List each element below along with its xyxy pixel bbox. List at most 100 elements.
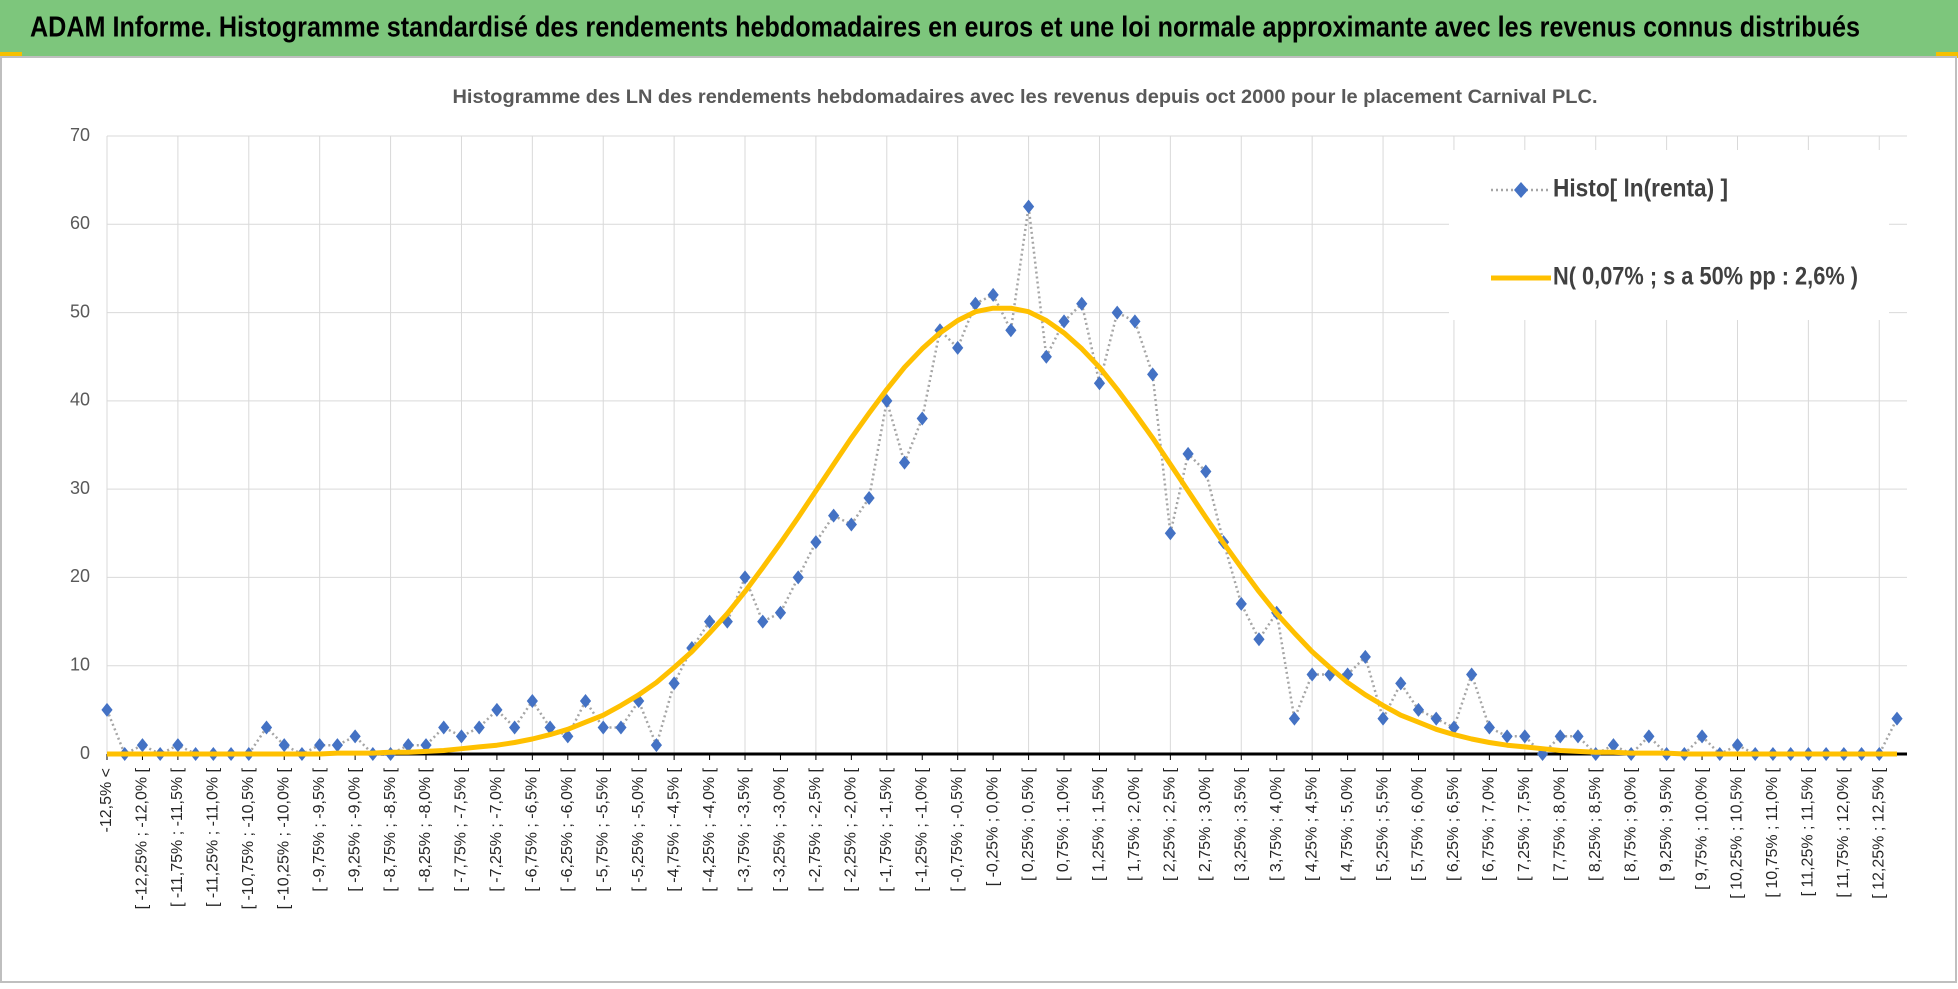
data-point: [597, 720, 609, 735]
x-tick-label: [ 8,75% ; 9,0% [: [1622, 767, 1639, 881]
y-tick-label: 40: [70, 390, 90, 410]
x-tick-label: [ 6,75% ; 7,0% [: [1481, 767, 1498, 881]
x-tick-label: [ -0,75% ; -0,5% [: [949, 767, 966, 891]
x-tick-label: [ -6,25% ; -6,0% [: [559, 767, 576, 891]
data-point: [721, 614, 733, 629]
data-point: [136, 738, 149, 753]
x-tick-label: [ 2,25% ; 2,5% [: [1162, 767, 1179, 881]
data-point: [774, 605, 787, 620]
x-tick-label: [ 10,25% ; 10,5% [: [1729, 767, 1746, 898]
data-point: [757, 614, 769, 629]
data-point: [1430, 711, 1442, 726]
x-tick-label: [ -4,25% ; -4,0% [: [701, 767, 718, 891]
y-tick-label: 20: [70, 566, 90, 586]
x-tick-label: [ -8,75% ; -8,5% [: [382, 767, 399, 891]
legend-label: N( 0,07% ; s a 50% pp : 2,6% ): [1553, 263, 1858, 291]
data-point: [278, 738, 290, 753]
data-point: [916, 411, 928, 426]
x-tick-label: [ 12,25% ; 12,5% [: [1870, 767, 1887, 898]
y-tick-label: 50: [70, 301, 90, 321]
x-tick-label: [ -1,75% ; -1,5% [: [878, 767, 895, 891]
header-title: ADAM Informe. Histogramme standardisé de…: [30, 12, 1860, 44]
x-tick-label: [ 1,75% ; 2,0% [: [1126, 767, 1143, 881]
legend-label: Histo[ ln(renta) ]: [1553, 175, 1728, 203]
x-tick-label: [ -6,75% ; -6,5% [: [524, 767, 541, 891]
legend-swatch-marker: [1514, 182, 1528, 198]
x-tick-label: [ 11,25% ; 11,5% [: [1800, 767, 1817, 896]
x-tick-label: [ -11,25% ; -11,0% [: [205, 767, 222, 907]
data-point: [898, 455, 911, 470]
corner-mark: [1936, 52, 1958, 58]
x-tick-label: [ -3,75% ; -3,5% [: [736, 767, 753, 891]
data-point: [969, 296, 982, 311]
x-tick-label: [ -10,25% ; -10,0% [: [275, 767, 292, 909]
legend-box: [1449, 150, 1889, 320]
x-tick-label: [ 9,75% ; 10,0% [: [1693, 767, 1710, 889]
x-tick-label: [ -1,25% ; -1,0% [: [913, 767, 930, 891]
data-point: [810, 535, 822, 550]
data-point: [562, 729, 574, 744]
chart-subtitle: Histogramme des LN des rendements hebdom…: [453, 87, 1598, 108]
x-tick-label: -12,5% <: [98, 768, 115, 832]
y-tick-label: 0: [80, 743, 90, 763]
data-point: [1253, 632, 1265, 647]
data-point: [1235, 596, 1247, 611]
data-point: [314, 738, 326, 753]
data-point: [881, 393, 893, 408]
data-point: [1022, 199, 1035, 214]
data-point: [491, 702, 503, 717]
data-point: [1519, 729, 1531, 744]
x-tick-label: [ -2,75% ; -2,5% [: [807, 767, 824, 891]
x-tick-label: [ -2,25% ; -2,0% [: [843, 767, 860, 891]
x-tick-label: [ 4,25% ; 4,5% [: [1303, 767, 1320, 881]
curve-line: [107, 305, 1897, 757]
data-point: [101, 702, 113, 717]
data-point: [1058, 314, 1070, 329]
data-point: [1891, 711, 1903, 726]
data-point: [863, 490, 875, 505]
data-point: [172, 738, 184, 753]
data-point: [1731, 738, 1744, 753]
data-point: [1147, 367, 1159, 382]
data-point: [1306, 667, 1318, 682]
data-point: [420, 738, 432, 753]
data-point: [402, 738, 414, 753]
data-point: [1093, 376, 1106, 391]
data-point: [544, 720, 556, 735]
x-tick-label: [ -3,25% ; -3,0% [: [772, 767, 789, 891]
data-point: [438, 720, 450, 735]
x-tick-label: [ -11,75% ; -11,5% [: [169, 767, 186, 907]
data-point: [703, 614, 716, 629]
x-tick-label: [ 1,25% ; 1,5% [: [1091, 767, 1108, 881]
data-point: [331, 738, 343, 753]
data-point: [650, 738, 663, 753]
data-point: [473, 720, 485, 735]
x-tick-label: [ -4,75% ; -4,5% [: [665, 767, 682, 891]
x-tick-label: [ 8,25% ; 8,5% [: [1587, 767, 1604, 881]
data-point: [845, 517, 857, 532]
x-tick-label: [ 3,75% ; 4,0% [: [1268, 767, 1285, 881]
data-point: [1076, 296, 1088, 311]
data-point: [1111, 305, 1123, 320]
x-tick-label: [ 0,25% ; 0,5% [: [1020, 767, 1037, 881]
data-point: [792, 570, 804, 585]
x-tick-label: [ 5,75% ; 6,0% [: [1410, 767, 1427, 881]
x-tick-label: [ -5,75% ; -5,5% [: [594, 767, 611, 891]
data-point: [1359, 649, 1371, 664]
data-point: [509, 720, 521, 735]
data-point: [828, 508, 840, 523]
data-point: [668, 676, 680, 691]
y-tick-label: 70: [70, 125, 90, 145]
data-point: [1040, 349, 1052, 364]
data-point: [1448, 720, 1460, 735]
data-point: [1377, 711, 1389, 726]
data-point: [1005, 323, 1017, 338]
x-tick-label: [ 11,75% ; 12,0% [: [1835, 767, 1852, 897]
x-tick-label: [ -9,75% ; -9,5% [: [311, 767, 328, 891]
x-tick-label: [ -9,25% ; -9,0% [: [346, 767, 363, 891]
x-tick-label: [ 7,25% ; 7,5% [: [1516, 767, 1533, 881]
data-point: [1200, 464, 1212, 479]
x-tick-label: [ 10,75% ; 11,0% [: [1764, 767, 1781, 897]
x-tick-label: [ 3,25% ; 3,5% [: [1232, 767, 1249, 881]
